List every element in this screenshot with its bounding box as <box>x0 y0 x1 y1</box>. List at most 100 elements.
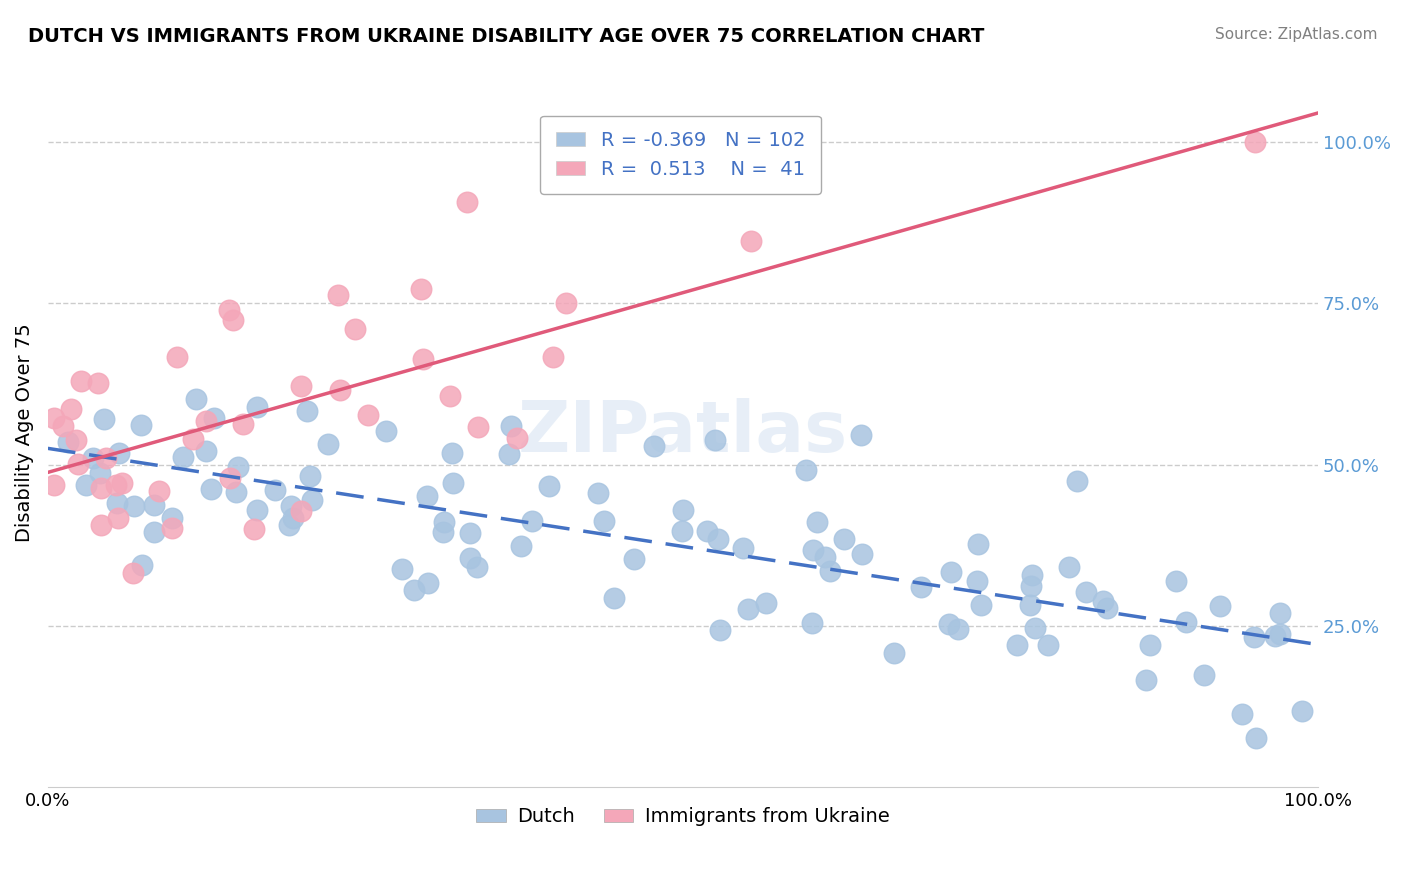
Point <box>1270 606 1292 620</box>
Point <box>707 533 730 547</box>
Point <box>541 350 564 364</box>
Point <box>290 504 312 518</box>
Point <box>242 522 264 536</box>
Point <box>290 379 312 393</box>
Point <box>278 517 301 532</box>
Point <box>93 412 115 426</box>
Point <box>1059 560 1081 574</box>
Point <box>107 510 129 524</box>
Point <box>412 351 434 366</box>
Point <box>200 482 222 496</box>
Point <box>1291 704 1313 718</box>
Point <box>592 514 614 528</box>
Point <box>510 539 533 553</box>
Point <box>166 350 188 364</box>
Point <box>883 646 905 660</box>
Point <box>1244 731 1267 746</box>
Point <box>148 483 170 498</box>
Point <box>939 566 962 580</box>
Point <box>416 575 439 590</box>
Point <box>740 234 762 248</box>
Point <box>1021 567 1043 582</box>
Point <box>94 450 117 465</box>
Point <box>221 313 243 327</box>
Point <box>1243 630 1265 644</box>
Point <box>851 548 873 562</box>
Point <box>910 580 932 594</box>
Point <box>344 322 367 336</box>
Point <box>90 481 112 495</box>
Point <box>433 515 456 529</box>
Point <box>520 514 543 528</box>
Point <box>183 432 205 446</box>
Point <box>1007 638 1029 652</box>
Point <box>946 622 969 636</box>
Point <box>737 602 759 616</box>
Point <box>409 282 432 296</box>
Point <box>501 419 523 434</box>
Point <box>439 389 461 403</box>
Point <box>160 521 183 535</box>
Point <box>806 515 828 529</box>
Point <box>246 401 269 415</box>
Point <box>1209 599 1232 613</box>
Point <box>1019 579 1042 593</box>
Text: Source: ZipAtlas.com: Source: ZipAtlas.com <box>1215 27 1378 42</box>
Text: ZIPatlas: ZIPatlas <box>517 398 848 467</box>
Point <box>299 469 322 483</box>
Point <box>458 525 481 540</box>
Point <box>195 444 218 458</box>
Point <box>402 583 425 598</box>
Point <box>623 551 645 566</box>
Point <box>82 450 104 465</box>
Point <box>66 457 89 471</box>
Point <box>467 420 489 434</box>
Point <box>143 524 166 539</box>
Point <box>52 418 75 433</box>
Point <box>643 439 665 453</box>
Point <box>966 574 988 589</box>
Text: DUTCH VS IMMIGRANTS FROM UKRAINE DISABILITY AGE OVER 75 CORRELATION CHART: DUTCH VS IMMIGRANTS FROM UKRAINE DISABIL… <box>28 27 984 45</box>
Point <box>225 485 247 500</box>
Point <box>131 558 153 573</box>
Point <box>498 448 520 462</box>
Point <box>172 450 194 464</box>
Point <box>1019 599 1042 613</box>
Point <box>586 486 609 500</box>
Point <box>456 194 478 209</box>
Point <box>295 404 318 418</box>
Point <box>794 463 817 477</box>
Point <box>671 524 693 538</box>
Point <box>538 479 561 493</box>
Point <box>76 478 98 492</box>
Point <box>1074 585 1097 599</box>
Point <box>432 525 454 540</box>
Point <box>186 392 208 407</box>
Point <box>108 446 131 460</box>
Point <box>281 511 304 525</box>
Point <box>87 376 110 390</box>
Point <box>672 502 695 516</box>
Point <box>1135 673 1157 688</box>
Point <box>1066 475 1088 489</box>
Point <box>709 623 731 637</box>
Point <box>357 408 380 422</box>
Point <box>1174 615 1197 629</box>
Point <box>375 424 398 438</box>
Point <box>755 596 778 610</box>
Point <box>316 437 339 451</box>
Point <box>506 431 529 445</box>
Point <box>1243 135 1265 149</box>
Point <box>938 617 960 632</box>
Point <box>329 383 352 397</box>
Point <box>1192 667 1215 681</box>
Point <box>465 560 488 574</box>
Point <box>56 434 79 449</box>
Point <box>89 467 111 481</box>
Point <box>160 511 183 525</box>
Point <box>603 591 626 606</box>
Point <box>65 433 87 447</box>
Point <box>70 374 93 388</box>
Y-axis label: Disability Age Over 75: Disability Age Over 75 <box>15 323 34 541</box>
Point <box>219 471 242 485</box>
